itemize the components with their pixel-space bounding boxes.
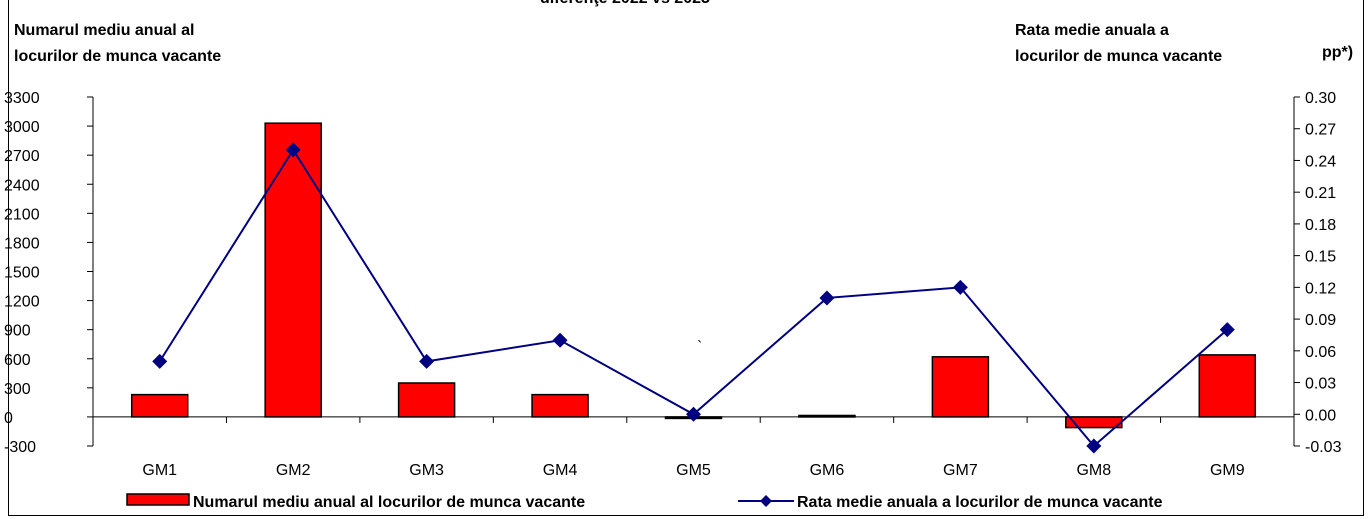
legend-bar-swatch: [126, 493, 190, 506]
line-point: [1219, 322, 1235, 338]
right-axis-tick-label: 0.12: [1305, 280, 1336, 297]
left-axis-tick-label: 0: [4, 410, 13, 427]
line-point: [952, 279, 968, 295]
left-axis-tick-label: 3000: [4, 119, 40, 136]
bar: [130, 393, 189, 418]
right-axis-label: Rata medie anuala a locurilor de munca v…: [1015, 18, 1222, 70]
right-axis-tick-label: 0.03: [1305, 376, 1336, 393]
category-label: GM6: [810, 462, 845, 479]
right-axis-tick-label: 0.27: [1305, 122, 1336, 139]
right-axis-tick-label: 0.00: [1305, 407, 1336, 424]
bar: [1198, 354, 1257, 418]
left-axis-tick-label: -300: [4, 439, 36, 456]
right-axis-tick-label: 0.09: [1305, 312, 1336, 329]
right-axis-tick-label: -0.03: [1305, 439, 1342, 456]
line-point: [419, 353, 435, 369]
category-label: GM8: [1076, 462, 1111, 479]
right-axis-tick-label: 0.30: [1305, 90, 1336, 107]
line-point: [819, 290, 835, 306]
line-point: [285, 142, 301, 158]
line-point: [552, 332, 568, 348]
category-label: GM9: [1210, 462, 1245, 479]
left-axis-tick-label: 300: [4, 381, 31, 398]
line-point: [686, 406, 701, 422]
right-axis-tick-label: 0.24: [1305, 153, 1336, 170]
bar: [397, 382, 456, 418]
bar: [931, 356, 990, 418]
left-axis-tick-label: 2100: [4, 206, 40, 223]
bar: [264, 122, 322, 418]
left-axis-label-line2: locurilor de munca vacante: [14, 48, 222, 65]
category-label: GM3: [409, 462, 444, 479]
left-axis-tick-label: 2700: [4, 148, 40, 165]
category-label: GM2: [276, 462, 311, 479]
category-label: GM7: [943, 462, 978, 479]
chart-title: diferenţe 2022 vs 2023: [540, 0, 710, 8]
right-axis-tick-label: 0.15: [1305, 249, 1336, 266]
annotation-mark: `: [697, 339, 702, 356]
right-axis-unit: pp*): [1322, 44, 1354, 61]
left-axis-tick-label: 1800: [4, 235, 40, 252]
right-axis-tick-label: 0.06: [1305, 344, 1336, 361]
category-label: GM5: [676, 462, 711, 479]
chart-frame: [8, 0, 1364, 516]
bar: [531, 393, 589, 418]
legend-line-label: Rata medie anuala a locurilor de munca v…: [797, 494, 1163, 511]
left-axis-tick-label: 1200: [4, 294, 40, 311]
right-axis-label-line1: Rata medie anuala a: [1015, 22, 1169, 39]
legend-line-marker: [760, 495, 772, 507]
line-point: [1086, 438, 1102, 454]
left-axis-label: Numarul mediu anual al locurilor de munc…: [14, 18, 221, 70]
legend-bar-label: Numarul mediu anual al locurilor de munc…: [193, 494, 585, 511]
left-axis-tick-label: 900: [4, 323, 31, 340]
left-axis-tick-label: 2400: [4, 177, 40, 194]
left-axis-label-line1: Numarul mediu anual al: [14, 22, 195, 39]
left-axis-tick-label: 600: [4, 352, 31, 369]
right-axis-label-line2: locurilor de munca vacante: [1015, 48, 1223, 65]
category-label: GM1: [142, 462, 177, 479]
right-axis-tick-label: 0.21: [1305, 185, 1336, 202]
left-axis-tick-label: 1500: [4, 265, 40, 282]
line-point: [152, 353, 168, 369]
category-label: GM4: [543, 462, 578, 479]
right-axis-tick-label: 0.18: [1305, 217, 1336, 234]
bar: [798, 414, 856, 418]
left-axis-tick-label: 3300: [4, 90, 40, 107]
